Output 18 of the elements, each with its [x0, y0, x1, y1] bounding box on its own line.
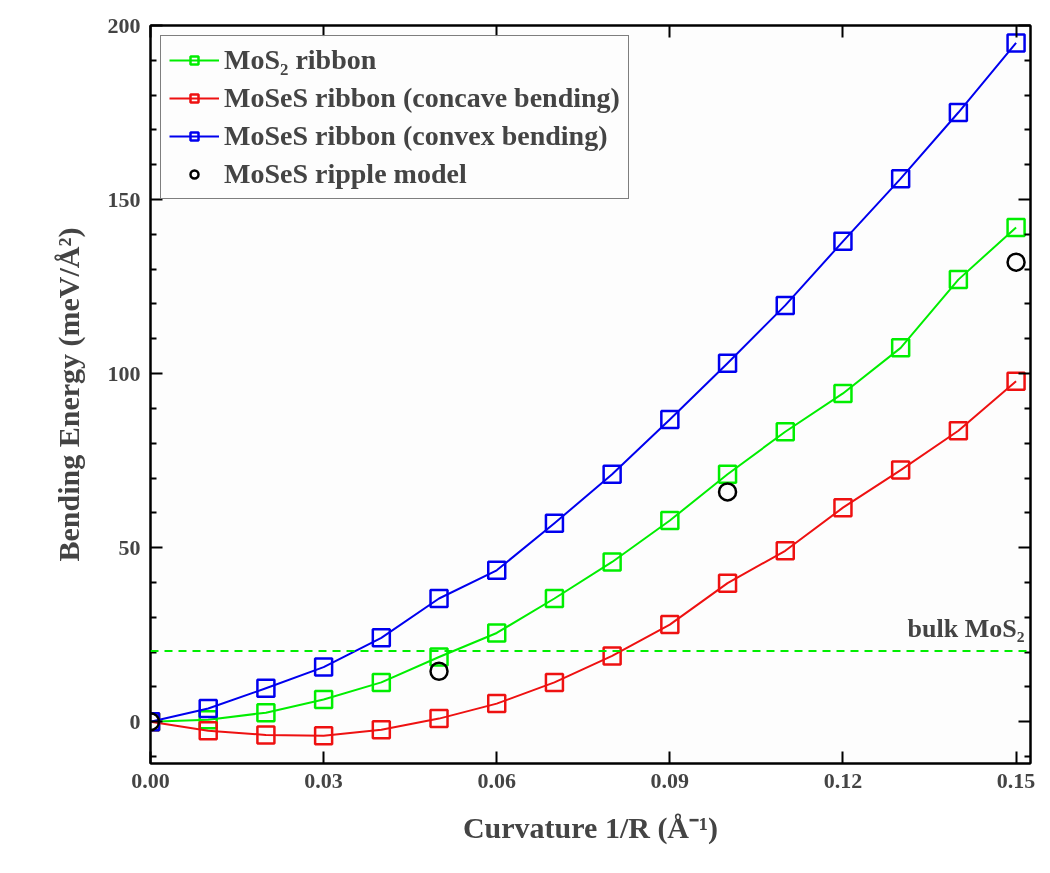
y-tick-label: 50 [118, 534, 141, 560]
legend-label: MoSeS ripple model [224, 158, 467, 190]
legend-label: MoS₂ ribbon [224, 44, 377, 76]
x-tick-label: 0.03 [304, 767, 343, 793]
x-tick-label: 0.06 [477, 767, 516, 793]
y-axis-title: Bending Energy (meV/Å²) [51, 227, 86, 562]
x-axis-title: Curvature 1/R (Å⁻¹) [462, 810, 719, 845]
y-tick-label: 100 [107, 360, 141, 386]
x-tick-label: 0.12 [823, 767, 863, 793]
y-tick-label: 150 [107, 186, 141, 212]
legend-label: MoSeS ribbon (concave bending) [224, 82, 620, 114]
x-tick-label: 0.09 [650, 767, 690, 793]
x-tick-label: 0.00 [131, 767, 170, 793]
x-tick-label: 0.15 [996, 767, 1036, 793]
ref-line-label: bulk MoS₂ [907, 614, 1025, 644]
legend-label: MoSeS ribbon (convex bending) [224, 120, 608, 152]
y-tick-label: 200 [107, 12, 141, 38]
y-tick-label: 0 [129, 708, 141, 734]
